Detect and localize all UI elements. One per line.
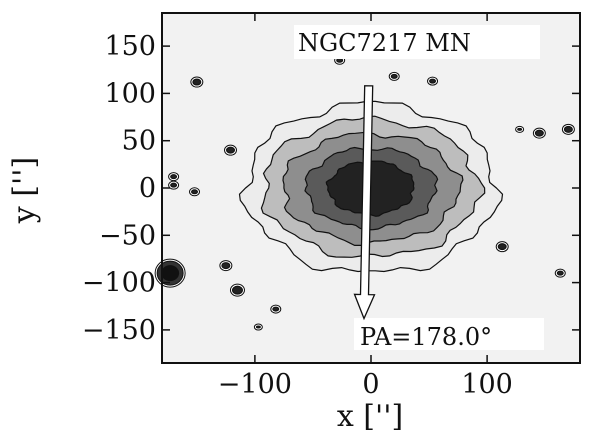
y-tick-label: −50 bbox=[99, 220, 156, 251]
point-source bbox=[554, 268, 566, 278]
point-source bbox=[532, 127, 546, 139]
x-tick-label: 100 bbox=[461, 369, 513, 400]
x-tick-labels: −100 0 100 bbox=[218, 369, 513, 400]
point-source bbox=[154, 258, 186, 288]
position-angle-arrow bbox=[353, 85, 376, 321]
y-tick-label: 150 bbox=[104, 31, 156, 62]
y-axis-label: y [''] bbox=[7, 157, 42, 224]
point-source bbox=[224, 144, 238, 156]
point-source bbox=[219, 260, 233, 272]
point-source bbox=[168, 180, 180, 190]
pa-box: PA=178.0° bbox=[354, 318, 544, 351]
point-source bbox=[190, 76, 204, 88]
y-tick-label: 0 bbox=[139, 173, 156, 204]
point-source bbox=[168, 172, 180, 182]
point-source bbox=[229, 283, 245, 297]
y-tick-label: 50 bbox=[122, 126, 156, 157]
point-source bbox=[495, 241, 509, 253]
chart-title: NGC7217 MN bbox=[298, 29, 471, 57]
x-axis-label: x [''] bbox=[337, 399, 403, 433]
point-source bbox=[561, 123, 575, 135]
point-source bbox=[427, 76, 439, 86]
point-source bbox=[388, 71, 400, 81]
x-tick-label: 0 bbox=[362, 369, 379, 400]
x-tick-label: −100 bbox=[218, 369, 292, 400]
y-tick-label: −150 bbox=[82, 315, 156, 346]
point-source bbox=[515, 125, 525, 133]
point-source bbox=[189, 187, 201, 197]
axis-ticks bbox=[162, 13, 580, 363]
point-source bbox=[253, 323, 263, 331]
y-tick-label: −100 bbox=[82, 268, 156, 299]
y-tick-labels: 150 100 50 0 −50 −100 −150 bbox=[82, 31, 156, 346]
pa-annotation: PA=178.0° bbox=[360, 323, 492, 351]
title-box: NGC7217 MN bbox=[294, 25, 540, 59]
y-tick-label: 100 bbox=[104, 78, 156, 109]
arrow-shape bbox=[353, 85, 376, 321]
point-source bbox=[270, 304, 282, 314]
